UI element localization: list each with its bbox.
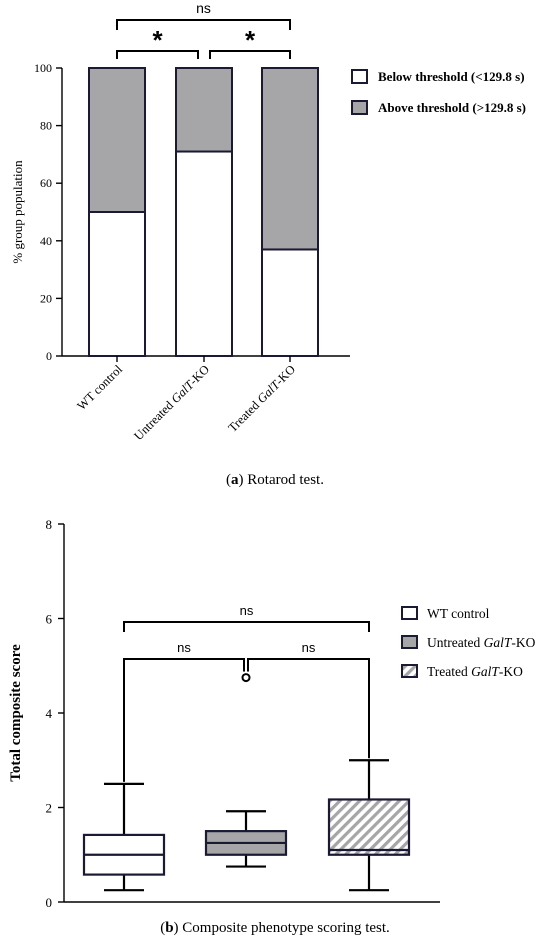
sig-b-ns-outer-label: ns (240, 603, 254, 618)
sig-a-star-2-line (209, 50, 291, 59)
caption-b-text: Composite phenotype scoring test. (182, 920, 390, 936)
outlier-point (241, 673, 251, 683)
x-tick-label: WT control (74, 362, 125, 413)
sig-b-ns-right: ns (247, 640, 370, 663)
caption-b: (b) Composite phenotype scoring test. (160, 920, 390, 936)
sig-b-ns-left-label: ns (177, 640, 191, 655)
legend-label: Untreated GalT-KO (427, 635, 536, 650)
legend-label: Above threshold (>129.8 s) (378, 100, 526, 115)
legend-swatch (351, 100, 368, 115)
legend-label: Treated GalT-KO (427, 664, 523, 679)
sig-a-star-2-label: * (245, 25, 256, 55)
sig-b-ns-right-line (247, 658, 370, 663)
sig-a-star-1-line (116, 50, 199, 59)
x-tick-label: Untreated GalT-KO (131, 362, 212, 443)
legend-swatch (401, 606, 418, 620)
caption-b-letter: b (165, 920, 174, 936)
bar-segment (88, 67, 146, 213)
sig-b-ns-outer: ns (123, 603, 370, 632)
sig-b-ns-outer-line (123, 621, 370, 632)
sig-a-star-1-label: * (152, 25, 163, 55)
y-tick-label: 8 (46, 517, 53, 532)
caption-a: (a) Rotarod test. (226, 472, 324, 488)
y-tick-label: 0 (46, 349, 52, 363)
sig-a-star-2: * (209, 25, 291, 59)
y-tick-label: 100 (34, 61, 52, 75)
y-tick-label: 4 (46, 706, 53, 721)
bar-segment (175, 67, 233, 153)
bar-segment (175, 150, 233, 357)
caption-a-text: Rotarod test. (247, 472, 324, 488)
legend-swatch (401, 664, 418, 678)
y-axis-label: Total composite score (8, 644, 24, 782)
caption-a-letter: a (231, 472, 239, 488)
rotarod-chart: 0 20 40 60 80 100 % group population WT control… (10, 0, 526, 443)
legend-swatch (401, 635, 418, 649)
sig-a-ns-label: ns (196, 0, 211, 16)
y-tick-label: 60 (40, 176, 52, 190)
sig-b-ns-right-label: ns (302, 640, 316, 655)
y-tick-label: 20 (40, 291, 52, 305)
y-tick-label: 6 (46, 612, 53, 627)
legend-swatch (351, 69, 368, 84)
bar-segment (88, 211, 146, 357)
y-tick-label: 2 (46, 801, 53, 816)
box (327, 798, 411, 856)
bar-segment (261, 67, 319, 251)
y-tick-label: 0 (46, 895, 53, 910)
sig-a-ns-line (116, 19, 291, 30)
y-axis-label: % group population (10, 160, 25, 264)
y-tick-label: 40 (40, 234, 52, 248)
y-tick-label: 80 (40, 119, 52, 133)
composite-score-chart: 0 2 4 6 8 Total composite score ns ns ns WT contr… (8, 517, 536, 910)
legend-label: WT control (427, 606, 490, 621)
sig-a-star-1: * (116, 25, 199, 59)
bar-segment (261, 248, 319, 357)
sig-b-ns-left-line (123, 658, 245, 663)
legend-label: Below threshold (<129.8 s) (378, 69, 525, 84)
sig-a-ns: ns (116, 0, 291, 30)
sig-b-ns-left: ns (123, 640, 245, 663)
x-tick-label: Treated GalT-KO (225, 362, 298, 435)
